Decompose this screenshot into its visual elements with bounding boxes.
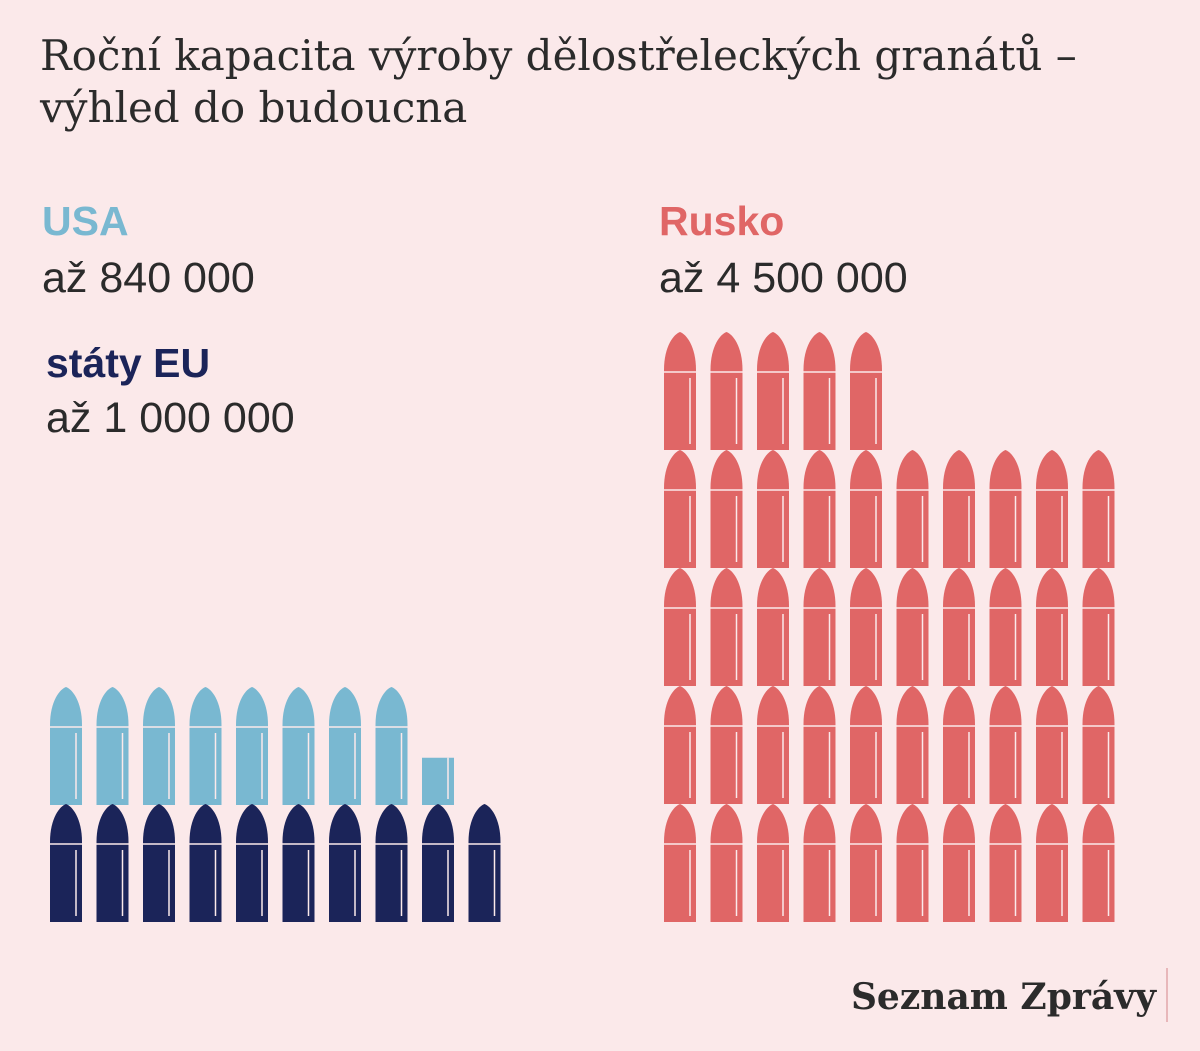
shell-russia	[664, 332, 696, 450]
shell-eu	[329, 804, 361, 922]
shell-usa	[422, 757, 454, 805]
shell-russia	[896, 686, 929, 804]
shell-russia	[757, 686, 789, 804]
shell-russia	[1082, 450, 1115, 568]
shell-russia	[896, 804, 929, 922]
shell-russia	[803, 686, 836, 804]
chart-title: Roční kapacita výroby dělostřeleckých gr…	[40, 31, 1077, 132]
shell-usa	[329, 687, 361, 805]
series-value-eu: až 1 000 000	[46, 394, 295, 442]
shell-russia	[850, 804, 882, 922]
shell-russia	[989, 450, 1022, 568]
shell-russia	[850, 686, 882, 804]
shell-usa	[375, 687, 408, 805]
shell-russia	[943, 804, 975, 922]
shell-russia	[710, 450, 743, 568]
series-name-eu: státy EU	[46, 340, 211, 386]
shell-eu	[189, 804, 222, 922]
shell-russia	[757, 332, 789, 450]
shell-russia	[803, 804, 836, 922]
shell-russia	[943, 568, 975, 686]
shell-russia	[989, 568, 1022, 686]
shell-russia	[943, 450, 975, 568]
shell-usa	[50, 687, 82, 805]
shell-russia	[710, 332, 743, 450]
shell-russia	[943, 686, 975, 804]
shell-russia	[757, 804, 789, 922]
shell-russia	[1036, 450, 1068, 568]
series-name-usa: USA	[42, 198, 129, 244]
shell-usa	[96, 687, 129, 805]
brand-logo: Seznam Zprávy	[850, 976, 1156, 1018]
brand-divider	[1166, 968, 1168, 1022]
shell-russia	[710, 804, 743, 922]
series-value-usa: až 840 000	[42, 254, 255, 302]
shell-russia	[803, 568, 836, 686]
shell-russia	[757, 568, 789, 686]
shell-russia	[757, 450, 789, 568]
shell-russia	[664, 686, 696, 804]
shell-russia	[710, 568, 743, 686]
shell-eu	[375, 804, 408, 922]
shell-eu	[96, 804, 129, 922]
shell-usa	[236, 687, 268, 805]
series-name-russia: Rusko	[659, 198, 785, 244]
shell-usa	[189, 687, 222, 805]
shell-russia	[850, 332, 882, 450]
shell-russia	[710, 686, 743, 804]
shell-russia	[1082, 568, 1115, 686]
shell-russia	[989, 804, 1022, 922]
shell-russia	[1082, 686, 1115, 804]
shell-russia	[850, 450, 882, 568]
shell-russia	[664, 804, 696, 922]
shell-russia	[664, 450, 696, 568]
shell-russia	[850, 568, 882, 686]
shell-russia	[896, 568, 929, 686]
shell-eu	[282, 804, 315, 922]
shell-russia	[896, 450, 929, 568]
shell-eu	[50, 804, 82, 922]
shell-russia	[1082, 804, 1115, 922]
shell-russia	[1036, 686, 1068, 804]
shell-usa	[282, 687, 315, 805]
shell-russia	[664, 568, 696, 686]
shell-russia	[1036, 804, 1068, 922]
shell-russia	[1036, 568, 1068, 686]
shell-eu	[422, 804, 454, 922]
shell-russia	[989, 686, 1022, 804]
shell-eu	[143, 804, 175, 922]
series-value-russia: až 4 500 000	[659, 254, 908, 302]
shell-russia	[803, 332, 836, 450]
shell-usa	[143, 687, 175, 805]
shell-russia	[803, 450, 836, 568]
shell-eu	[236, 804, 268, 922]
shell-eu	[468, 804, 501, 922]
